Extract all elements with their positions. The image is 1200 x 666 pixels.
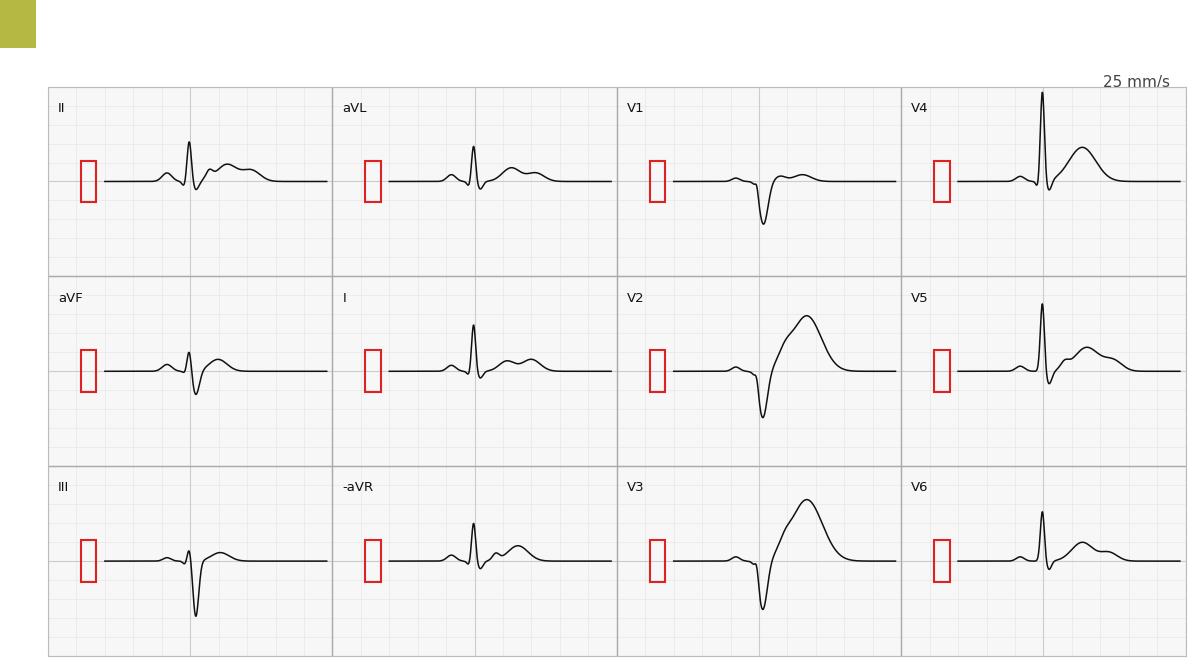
Text: V1: V1 — [626, 102, 644, 115]
Bar — [365, 161, 380, 202]
Bar — [80, 161, 96, 202]
Bar — [934, 350, 949, 392]
Bar — [365, 350, 380, 392]
Text: V4: V4 — [911, 102, 929, 115]
Text: V3: V3 — [626, 482, 644, 494]
Bar — [649, 540, 665, 582]
Text: aVL: aVL — [342, 102, 367, 115]
Text: V6: V6 — [911, 482, 929, 494]
Text: Myocarditis (perimyocarditis): Myocarditis (perimyocarditis) — [46, 12, 391, 36]
Bar — [934, 161, 949, 202]
Bar — [934, 540, 949, 582]
Bar — [649, 161, 665, 202]
Text: 25 mm/s: 25 mm/s — [1103, 75, 1170, 90]
Text: I: I — [342, 292, 346, 304]
Text: V2: V2 — [626, 292, 644, 304]
Bar — [80, 540, 96, 582]
Bar — [80, 350, 96, 392]
Bar — [649, 350, 665, 392]
Bar — [365, 540, 380, 582]
Text: -aVR: -aVR — [342, 482, 373, 494]
Text: aVF: aVF — [58, 292, 83, 304]
Text: II: II — [58, 102, 66, 115]
Text: III: III — [58, 482, 70, 494]
Bar — [0, 0, 36, 48]
Text: V5: V5 — [911, 292, 929, 304]
